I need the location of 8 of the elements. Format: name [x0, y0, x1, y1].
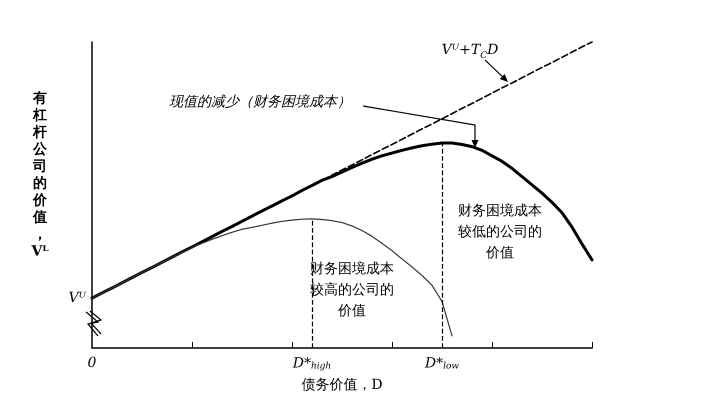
x-tick-label: 0	[88, 355, 97, 371]
annotation: 财务困境成本较低的公司的价值	[458, 203, 542, 261]
text: 有杠杆公司的价值，Vᴸ	[31, 90, 49, 260]
x-axis-title: 债务价值，D	[301, 377, 383, 393]
annotation: 现值的减少（财务困境成本）	[169, 94, 351, 110]
text: Vᵁ	[68, 290, 87, 306]
x-tick-label: D*high	[292, 356, 332, 372]
x-tick-label: D*low	[424, 356, 460, 372]
